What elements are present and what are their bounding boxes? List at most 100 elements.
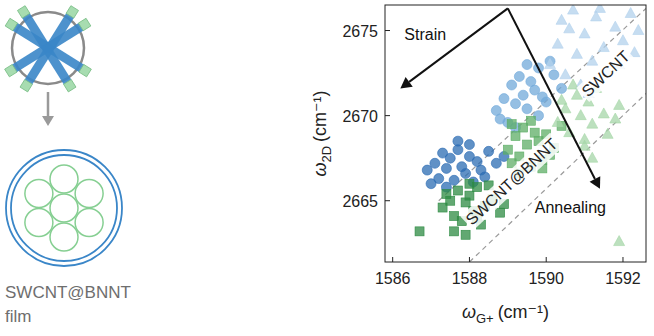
point <box>449 175 459 185</box>
point <box>530 128 539 137</box>
point <box>465 179 474 188</box>
point <box>461 168 471 178</box>
point <box>568 5 579 14</box>
swcnt <box>75 209 103 237</box>
plot-area <box>415 5 646 262</box>
point <box>453 186 462 195</box>
arrow <box>409 8 508 81</box>
point <box>614 99 625 109</box>
point <box>575 110 586 120</box>
x-tick-label: 1586 <box>375 270 411 287</box>
arrowhead <box>400 77 412 88</box>
point <box>545 59 556 69</box>
point <box>557 83 567 93</box>
point <box>610 21 621 31</box>
point <box>430 158 440 168</box>
nanotube-end <box>66 6 78 18</box>
point <box>617 35 628 45</box>
x-tick <box>622 257 623 262</box>
x-tick <box>546 257 547 262</box>
point <box>523 140 532 149</box>
point <box>464 140 474 150</box>
axis-unit: (cm⁻¹) <box>498 302 549 322</box>
bnnt-outer <box>6 150 122 266</box>
point <box>633 25 644 35</box>
nanotube-end <box>20 79 32 91</box>
swcnt <box>25 180 53 208</box>
axis-title: ω2D(cm⁻¹) <box>310 90 334 176</box>
y-tick-label: 2670 <box>342 108 378 125</box>
point <box>522 60 532 70</box>
schematic-arrow <box>47 92 50 118</box>
point <box>511 132 520 141</box>
point <box>526 116 535 125</box>
schematic-label: SWCNT@BNNT <box>5 283 131 302</box>
point <box>522 104 532 114</box>
nanotube-end <box>79 64 91 76</box>
nanotube-bar <box>17 6 76 92</box>
x-tick-label: 1588 <box>452 270 488 287</box>
nanotube-end <box>64 79 76 91</box>
point <box>499 94 509 104</box>
point <box>422 165 432 175</box>
guide-line <box>469 94 646 262</box>
point <box>453 136 463 146</box>
point <box>556 94 567 104</box>
nanotube-end <box>78 18 90 30</box>
point <box>491 158 501 168</box>
point <box>602 128 613 138</box>
point <box>571 48 582 58</box>
schematic-label: film <box>5 307 31 326</box>
swcnt <box>75 180 103 208</box>
y-tick <box>385 200 390 201</box>
point <box>514 71 524 81</box>
series <box>552 79 624 246</box>
nanotube-end <box>17 6 29 18</box>
group-label: SWCNT@BNNT <box>460 133 563 231</box>
axis-title: ωG+ (cm⁻¹) <box>462 302 549 326</box>
label-patch <box>460 133 563 231</box>
point <box>507 80 517 90</box>
schematic-arrowhead <box>42 116 54 126</box>
point <box>587 152 598 162</box>
y-tick-label: 2675 <box>342 23 378 40</box>
point <box>598 42 609 52</box>
point <box>441 163 451 173</box>
point <box>579 140 590 150</box>
arrow-label: Strain <box>404 26 446 43</box>
point <box>496 208 505 217</box>
axis-subscript: G+ <box>476 311 494 326</box>
label-patch <box>576 45 635 102</box>
y-tick <box>385 115 390 116</box>
swcnt <box>50 223 78 251</box>
point <box>503 145 512 154</box>
point <box>445 153 455 163</box>
point <box>507 120 516 129</box>
point <box>461 230 470 239</box>
arrow-label: Annealing <box>535 199 606 216</box>
point <box>625 8 636 18</box>
point <box>530 85 540 95</box>
point <box>598 108 609 118</box>
point <box>415 227 424 236</box>
bnnt-inner <box>11 155 117 261</box>
x-tick-label: 1590 <box>528 270 564 287</box>
point <box>518 90 528 100</box>
y-tick <box>385 30 390 31</box>
group-label: SWCNT <box>576 45 635 102</box>
point <box>610 113 621 123</box>
point <box>484 146 494 156</box>
swcnt <box>50 194 78 222</box>
point <box>426 179 436 189</box>
axis-symbol: ω <box>462 302 476 322</box>
point <box>450 227 459 236</box>
point <box>495 114 505 124</box>
point <box>579 28 590 38</box>
point <box>594 5 605 12</box>
nanotube-end <box>5 64 17 76</box>
schematic: SWCNT@BNNT film <box>5 6 131 326</box>
point <box>541 97 551 107</box>
point <box>465 191 474 200</box>
point <box>556 14 567 24</box>
point <box>480 172 490 182</box>
